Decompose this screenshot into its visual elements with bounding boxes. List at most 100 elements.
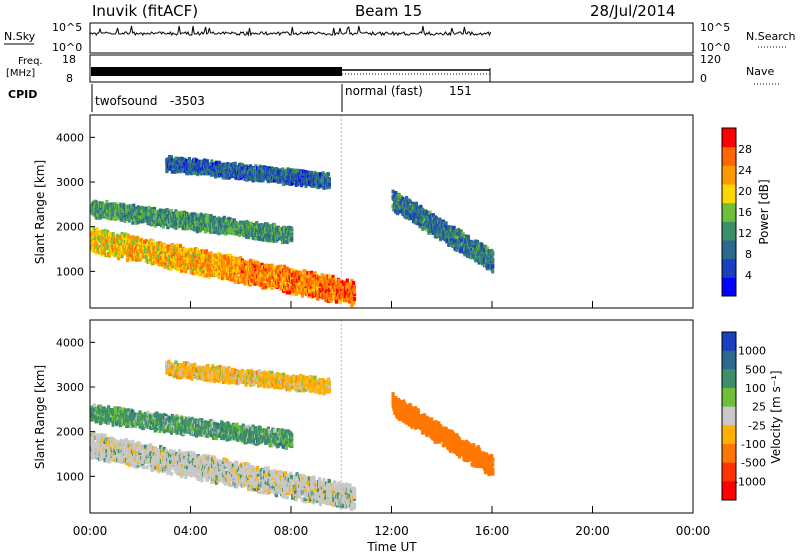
echo-cell: [229, 277, 234, 282]
echo-cell: [285, 271, 289, 276]
echo-cell: [161, 224, 165, 229]
echo-cell: [223, 228, 227, 233]
nsky-tick-top: 10^5: [52, 21, 82, 34]
echo-cell: [92, 237, 96, 242]
echo-cell: [191, 169, 195, 174]
echo-cell: [203, 265, 208, 270]
echo-cell: [136, 252, 140, 257]
echo-cell: [321, 178, 325, 183]
echo-cell: [327, 177, 331, 182]
echo-cell: [259, 165, 263, 170]
echo-cell: [209, 162, 213, 167]
echo-cell: [282, 264, 287, 269]
echo-cell: [298, 290, 302, 295]
echo-cell: [310, 183, 314, 188]
echo-cell: [421, 226, 425, 231]
echo-cell: [298, 278, 302, 283]
echo-cell: [284, 173, 288, 178]
echo-cell: [206, 263, 210, 268]
echo-cell: [247, 166, 252, 171]
echo-cell: [265, 173, 270, 178]
echo-cell: [252, 259, 256, 264]
echo-cell: [238, 265, 243, 270]
echo-cell: [253, 223, 257, 228]
echo-cell: [155, 217, 159, 222]
echo-cell: [402, 204, 406, 209]
echo-cell: [204, 254, 209, 259]
echo-cell: [405, 214, 410, 219]
nsky-trace: [89, 25, 492, 37]
echo-cell: [124, 232, 128, 237]
echo-cell: [237, 230, 241, 235]
echo-cell: [305, 174, 309, 179]
echo-cell: [401, 196, 405, 201]
echo-cell: [197, 263, 201, 268]
echo-cell: [169, 256, 174, 261]
echo-cell: [275, 274, 279, 279]
echo-cell: [162, 260, 166, 265]
echo-cell: [254, 236, 258, 241]
echo-cell: [185, 248, 189, 253]
echo-cell: [220, 171, 224, 176]
echo-cell: [325, 279, 329, 284]
echo-cell: [212, 229, 217, 234]
echo-cell: [263, 171, 267, 176]
echo-cell: [99, 206, 104, 211]
freq-unit: [MHz]: [6, 68, 35, 79]
echo-cell: [97, 244, 101, 249]
echo-cell: [219, 253, 223, 258]
echo-cell: [104, 205, 108, 210]
echo-cell: [94, 200, 98, 205]
echo-cell: [98, 234, 102, 239]
echo-cell: [246, 269, 250, 274]
echo-cell: [283, 279, 288, 284]
echo-cell: [172, 248, 176, 253]
echo-cell: [132, 241, 136, 246]
echo-cell: [95, 227, 99, 232]
echo-cell: [284, 168, 288, 173]
echo-cell: [154, 251, 158, 256]
echo-cell: [308, 285, 312, 290]
echo-cell: [312, 274, 316, 279]
echo-cell: [206, 257, 210, 262]
echo-cell: [157, 250, 161, 255]
echo-cell: [225, 264, 229, 269]
echo-cell: [238, 270, 243, 275]
echo-cell: [280, 267, 284, 272]
echo-cell: [179, 210, 183, 215]
echo-cell: [298, 172, 302, 177]
echo-cell: [300, 277, 305, 282]
echo-cell: [247, 235, 251, 240]
echo-cell: [309, 285, 314, 290]
echo-cell: [199, 267, 203, 272]
echo-cell: [331, 274, 335, 279]
echo-cell: [230, 255, 235, 260]
nsky-label: N.Sky: [4, 30, 36, 43]
echo-cell: [268, 275, 272, 280]
echo-cell: [308, 271, 312, 276]
echo-cell: [221, 276, 225, 281]
echo-cell: [290, 285, 294, 290]
echo-cell: [134, 220, 139, 225]
echo-cell: [93, 244, 97, 249]
freq-frame: [89, 54, 694, 83]
echo-cell: [124, 214, 128, 219]
echo-cell: [214, 161, 218, 166]
echo-cell: [255, 277, 259, 282]
echo-cell: [159, 260, 163, 265]
freq-label: Freq.: [18, 56, 43, 67]
echo-cell: [263, 276, 267, 281]
echo-cell: [207, 274, 211, 279]
nsky-frame: [89, 22, 694, 54]
echo-cell: [161, 208, 165, 213]
echo-cell: [247, 230, 251, 235]
echo-cell: [178, 243, 183, 248]
echo-cell: [187, 214, 192, 219]
echo-cell: [95, 215, 99, 220]
echo-cell: [177, 247, 182, 252]
echo-cell: [236, 256, 240, 261]
echo-cell: [171, 264, 175, 269]
echo-cell: [351, 296, 355, 301]
echo-cell: [192, 271, 196, 276]
echo-cell: [204, 217, 209, 222]
